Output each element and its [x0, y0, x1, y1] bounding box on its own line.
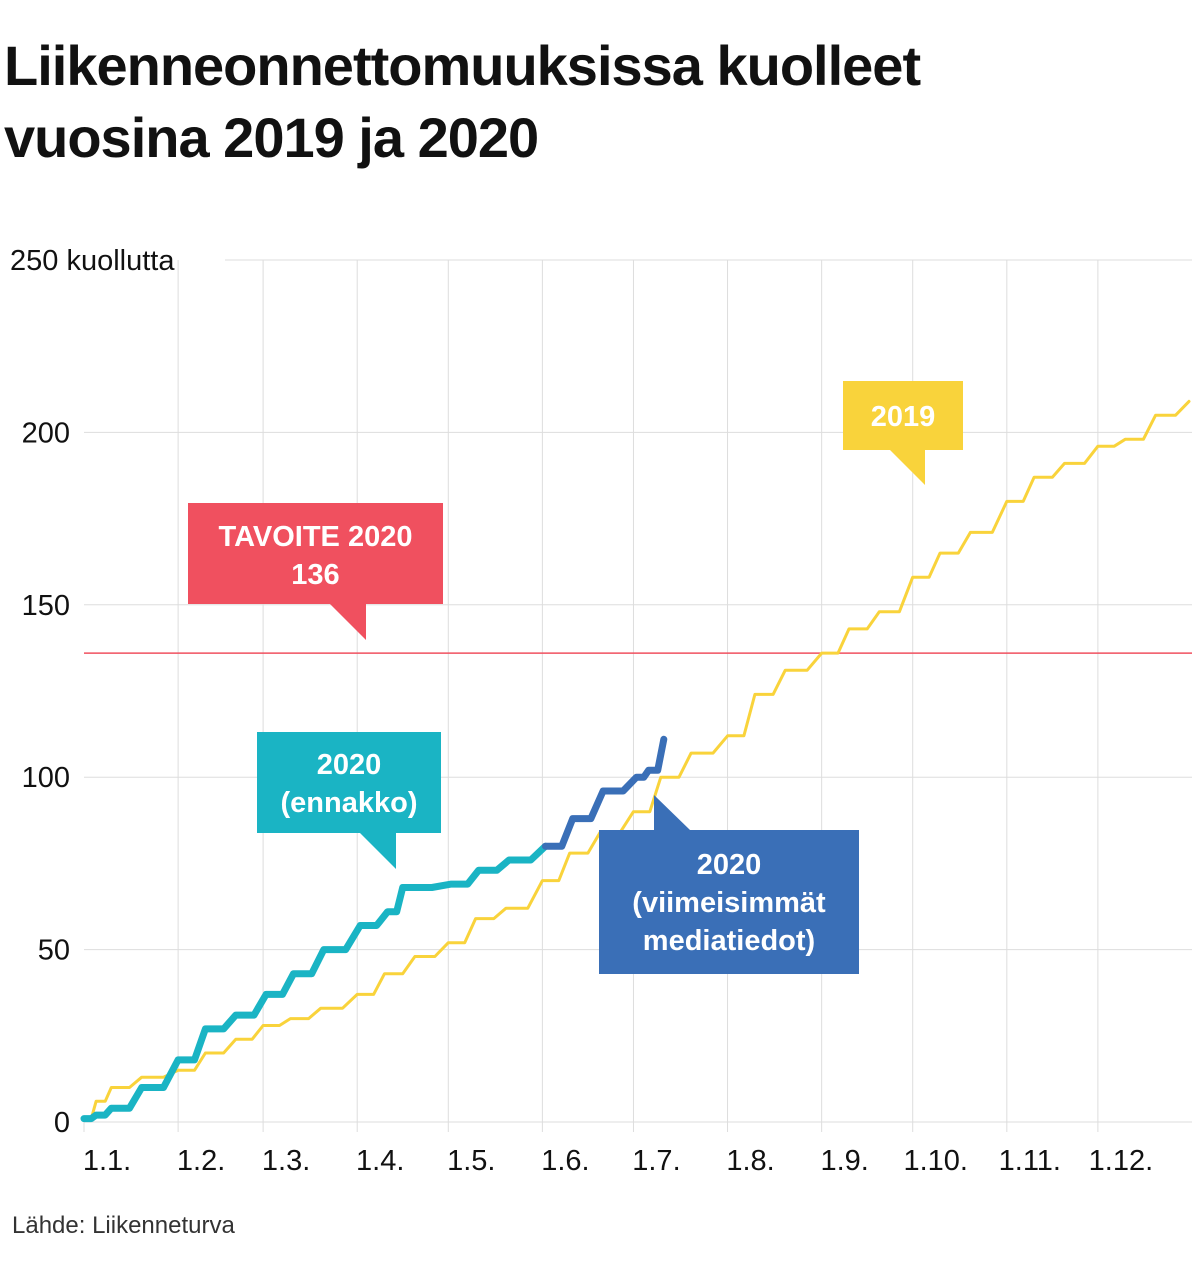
callout-target-pointer	[330, 604, 366, 640]
callout-2020-ennakko-text: 2020	[317, 749, 382, 781]
x-tick-label: 1.4.	[356, 1145, 404, 1177]
source-note: Lähde: Liikenneturva	[12, 1212, 235, 1239]
x-axis-labels: 1.1. 1.2. 1.3. 1.4. 1.5. 1.6. 1.7. 1.8. 1.9. 1.10…	[83, 1145, 1153, 1177]
x-tick-label: 1.8.	[726, 1145, 774, 1177]
callout-target: TAVOITE 2020 136	[188, 503, 443, 640]
callout-2020-media-box	[599, 830, 859, 974]
y-tick-label: 0	[54, 1107, 70, 1139]
callout-2020-media-text: mediatiedot)	[643, 925, 815, 957]
x-tick-label: 1.7.	[632, 1145, 680, 1177]
callout-target-box	[188, 503, 443, 604]
y-tick-label: 200	[22, 417, 70, 449]
callout-2019-text: 2019	[871, 401, 936, 433]
x-tick-label: 1.6.	[541, 1145, 589, 1177]
x-tick-label: 1.11.	[999, 1145, 1061, 1177]
series-2020-ennakko-line	[80, 842, 549, 1123]
x-tick-label: 1.5.	[447, 1145, 495, 1177]
x-tick-label: 1.9.	[820, 1145, 868, 1177]
series-2020-media-line	[541, 735, 668, 850]
callouts: 2019 TAVOITE 2020 136 2020 (ennakko) 2020 (vii…	[188, 381, 963, 974]
callout-2020-media: 2020 (viimeisimmät mediatiedot)	[599, 795, 859, 974]
y-tick-label: 250 kuollutta	[10, 245, 175, 277]
callout-2020-media-text: 2020	[697, 849, 762, 881]
callout-2020-ennakko-box	[257, 732, 441, 833]
callout-2020-ennakko: 2020 (ennakko)	[257, 732, 441, 869]
chart-title: Liikenneonnettomuuksissa kuolleet vuosin…	[4, 30, 1184, 174]
callout-2020-ennakko-pointer	[360, 833, 396, 869]
callout-2020-media-pointer	[654, 795, 690, 830]
chart-grid	[83, 259, 1192, 1132]
chart-title-line-1: Liikenneonnettomuuksissa kuolleet	[4, 34, 921, 97]
x-tick-label: 1.1.	[83, 1145, 131, 1177]
chart-title-line-2: vuosina 2019 ja 2020	[4, 106, 539, 169]
x-tick-label: 1.10.	[903, 1145, 968, 1177]
x-tick-label: 1.12.	[1089, 1145, 1154, 1177]
y-tick-label: 150	[22, 590, 70, 622]
y-tick-label: 100	[22, 762, 70, 794]
callout-2020-ennakko-text: (ennakko)	[281, 787, 418, 819]
y-axis-labels: 0 50 100 150 200 250 kuollutta	[10, 245, 175, 1139]
callout-2019-box	[843, 381, 963, 450]
y-tick-label: 50	[38, 935, 70, 967]
callout-2019-pointer	[890, 450, 925, 485]
callout-2020-media-text: (viimeisimmät	[632, 887, 826, 919]
callout-target-text: 136	[291, 559, 339, 591]
x-tick-label: 1.2.	[177, 1145, 225, 1177]
callout-target-text: TAVOITE 2020	[219, 521, 413, 553]
callout-2019: 2019	[843, 381, 963, 485]
x-tick-label: 1.3.	[262, 1145, 310, 1177]
